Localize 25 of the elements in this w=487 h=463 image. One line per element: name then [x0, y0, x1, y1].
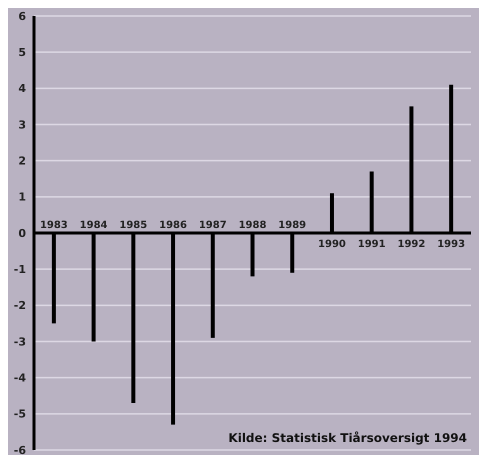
y-tick-label: -6: [14, 444, 26, 457]
y-tick-label: -5: [14, 408, 26, 421]
y-tick-label: 1: [18, 190, 26, 204]
y-tick-label: -2: [14, 299, 26, 312]
x-tick-label: 1989: [278, 220, 306, 231]
x-tick-label: 1987: [198, 220, 227, 231]
y-tick-label: 2: [18, 154, 26, 168]
x-tick-label: 1985: [119, 220, 148, 231]
x-tick-label: 1983: [40, 220, 68, 231]
x-tick-label: 1990: [318, 239, 346, 250]
y-tick-label: -3: [14, 335, 26, 348]
x-tick-label: 1984: [80, 220, 108, 231]
y-tick-label: -1: [14, 263, 26, 276]
y-tick-label: 5: [18, 46, 26, 60]
y-tick-label: -4: [14, 372, 26, 385]
x-tick-label: 1991: [358, 239, 386, 250]
y-tick-label: 3: [18, 118, 26, 132]
x-tick-label: 1993: [437, 239, 466, 250]
y-tick-label: 4: [18, 82, 26, 96]
x-tick-label: 1986: [159, 220, 187, 231]
y-tick-label: 0: [18, 226, 26, 240]
y-tick-label: 6: [18, 10, 26, 23]
annotation: Kilde: Statistisk Tiårsoversigt 1994: [228, 431, 467, 445]
x-tick-label: 1992: [397, 239, 426, 250]
x-tick-label: 1988: [238, 220, 266, 231]
